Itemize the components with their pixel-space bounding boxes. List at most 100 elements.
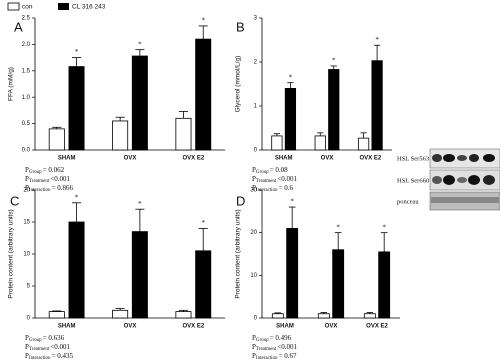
- bar: [112, 309, 129, 319]
- significance-star: *: [138, 200, 142, 208]
- y-tick-label: 5: [27, 284, 31, 290]
- blot-band: [469, 154, 479, 162]
- y-tick-label: 0: [27, 316, 31, 322]
- x-tick-label: OVX: [124, 156, 137, 162]
- stat-symbol: P: [252, 352, 256, 360]
- stat-symbol: P: [25, 175, 29, 183]
- blot: HSL Ser563 HSL Ser660 ponceau: [397, 148, 500, 211]
- bar: [48, 311, 65, 319]
- stat-text: = 0.636: [43, 334, 65, 342]
- stat-line: PGroup= 0.062: [25, 166, 65, 176]
- stat-text: = 0.866: [52, 184, 74, 192]
- stat-symbol: P: [25, 334, 29, 342]
- x-tick-label: SHAM: [276, 324, 294, 330]
- stat-symbol: P: [25, 352, 29, 360]
- y-tick-label: 3: [254, 16, 258, 22]
- bar: [195, 38, 212, 151]
- y-tick-label: 10: [23, 252, 30, 258]
- bar: [328, 69, 340, 151]
- significance-star: *: [382, 223, 386, 231]
- stat-line: PGroup= 0.636: [25, 334, 65, 344]
- significance-star: *: [201, 219, 205, 227]
- y-tick-label: 1.0: [22, 95, 31, 101]
- stat-line: PInteraction= 0.435: [25, 352, 74, 360]
- bar: [271, 135, 283, 151]
- stat-text: <0.001: [50, 343, 70, 351]
- y-tick-label: 0.0: [22, 148, 31, 154]
- y-axis-label: FFA (mM/g): [8, 67, 15, 101]
- legend-swatch: [58, 3, 69, 10]
- x-tick-label: OVX E2: [182, 324, 204, 330]
- bar: [68, 221, 85, 319]
- bar: [378, 251, 391, 319]
- x-tick-label: OVX E2: [359, 156, 381, 162]
- y-axis-label: Protein content (arbitrary units): [235, 209, 242, 298]
- stat-subscript: Interaction: [256, 188, 278, 193]
- bar: [131, 231, 148, 319]
- stat-symbol: P: [25, 184, 29, 192]
- y-tick-label: 0: [254, 148, 258, 154]
- y-tick-label: 20: [23, 188, 30, 194]
- y-tick-label: 1.5: [22, 68, 31, 74]
- stat-text: <0.001: [50, 175, 70, 183]
- stat-line: PInteraction= 0.866: [25, 184, 74, 194]
- x-tick-label: SHAM: [58, 156, 76, 162]
- blot-band: [443, 154, 455, 162]
- blot-band: [457, 155, 467, 161]
- stat-line: PGroup= 0.08: [252, 166, 288, 176]
- stat-line: PGroup= 0.496: [252, 334, 292, 344]
- x-tick-label: OVX E2: [366, 324, 388, 330]
- y-tick-label: 1: [254, 104, 258, 110]
- stat-text: = 0.062: [43, 166, 65, 174]
- stat-subscript: Treatment: [29, 179, 50, 184]
- blot-band: [457, 177, 467, 183]
- y-axis-label: Protein content (arbitrary units): [8, 209, 15, 298]
- y-tick-label: 20: [250, 230, 257, 236]
- significance-star: *: [201, 17, 205, 25]
- legend-swatch: [7, 2, 20, 11]
- stat-symbol: P: [25, 166, 29, 174]
- bar: [131, 55, 148, 151]
- stat-line: PTreatment<0.001: [252, 343, 297, 353]
- bar: [317, 313, 330, 319]
- stat-subscript: Group: [29, 338, 42, 343]
- panel-letter: D: [236, 193, 245, 208]
- bar: [68, 66, 85, 151]
- bar: [314, 135, 326, 151]
- stat-symbol: P: [252, 184, 256, 192]
- bar: [284, 88, 297, 151]
- y-tick-label: 2.0: [22, 42, 31, 48]
- stat-line: PInteraction= 0.67: [252, 352, 297, 360]
- bar: [195, 250, 212, 319]
- stat-text: <0.001: [277, 343, 297, 351]
- blot-label: HSL Ser660: [397, 177, 429, 184]
- significance-star: *: [375, 36, 379, 44]
- legend-label: con: [22, 4, 33, 11]
- bar: [271, 313, 284, 319]
- blot-band: [432, 154, 442, 162]
- stat-text: = 0.6: [279, 184, 294, 192]
- stat-text: = 0.67: [279, 352, 297, 360]
- blot-band: [483, 175, 495, 185]
- y-tick-label: 2: [254, 60, 258, 66]
- y-tick-label: 30: [250, 188, 257, 194]
- x-tick-label: OVX: [325, 324, 338, 330]
- blot-band: [443, 175, 455, 185]
- stat-symbol: P: [25, 343, 29, 351]
- bar: [357, 137, 370, 151]
- panel-letter: C: [10, 193, 19, 208]
- y-tick-label: 10: [250, 273, 257, 279]
- stat-line: PInteraction= 0.6: [252, 184, 294, 194]
- stat-subscript: Group: [29, 170, 42, 175]
- bar: [175, 311, 192, 319]
- bar: [332, 249, 345, 319]
- bar: [363, 313, 376, 319]
- bar: [175, 117, 192, 151]
- y-tick-label: 15: [23, 220, 30, 226]
- stat-subscript: Interaction: [256, 356, 278, 360]
- stat-subscript: Interaction: [29, 188, 51, 193]
- stat-text: <0.001: [277, 175, 297, 183]
- stat-subscript: Group: [256, 338, 269, 343]
- legend-label: CL 316 243: [72, 4, 106, 11]
